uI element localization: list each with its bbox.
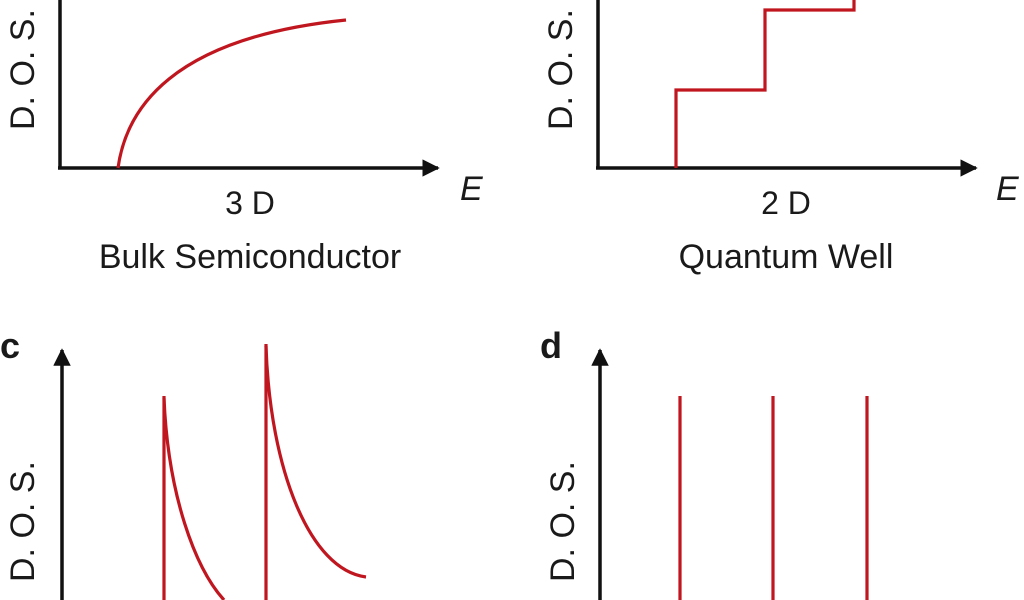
panel-a-sqrt-curve bbox=[116, 18, 347, 169]
panel-a-y-label: D. O. S. bbox=[4, 9, 42, 130]
panel-b-x-label: E bbox=[996, 170, 1019, 208]
panel-a-caption: Bulk Semiconductor bbox=[99, 238, 401, 276]
panel-b: D. O. S. E 2 D Quantum Well bbox=[542, 0, 1019, 276]
panel-d-letter: d bbox=[540, 325, 562, 366]
panel-b-y-label: D. O. S. bbox=[542, 9, 580, 130]
panel-b-caption: Quantum Well bbox=[679, 238, 894, 276]
panel-a-dimension-label: 3 D bbox=[225, 185, 275, 221]
panel-c-letter: c bbox=[0, 325, 20, 366]
panel-a: D. O. S. E 3 D Bulk Semiconductor bbox=[4, 0, 483, 276]
panel-c-decay-2 bbox=[264, 345, 367, 579]
panel-b-staircase bbox=[674, 0, 856, 168]
panel-c: c D. O. S. bbox=[0, 325, 367, 600]
panel-c-y-label: D. O. S. bbox=[4, 461, 42, 582]
panel-b-dimension-label: 2 D bbox=[761, 185, 811, 221]
panel-a-x-label: E bbox=[460, 170, 483, 208]
panel-d: d D. O. S. bbox=[540, 325, 869, 600]
panel-c-decay-1 bbox=[162, 397, 226, 600]
panel-d-y-label: D. O. S. bbox=[544, 461, 582, 582]
